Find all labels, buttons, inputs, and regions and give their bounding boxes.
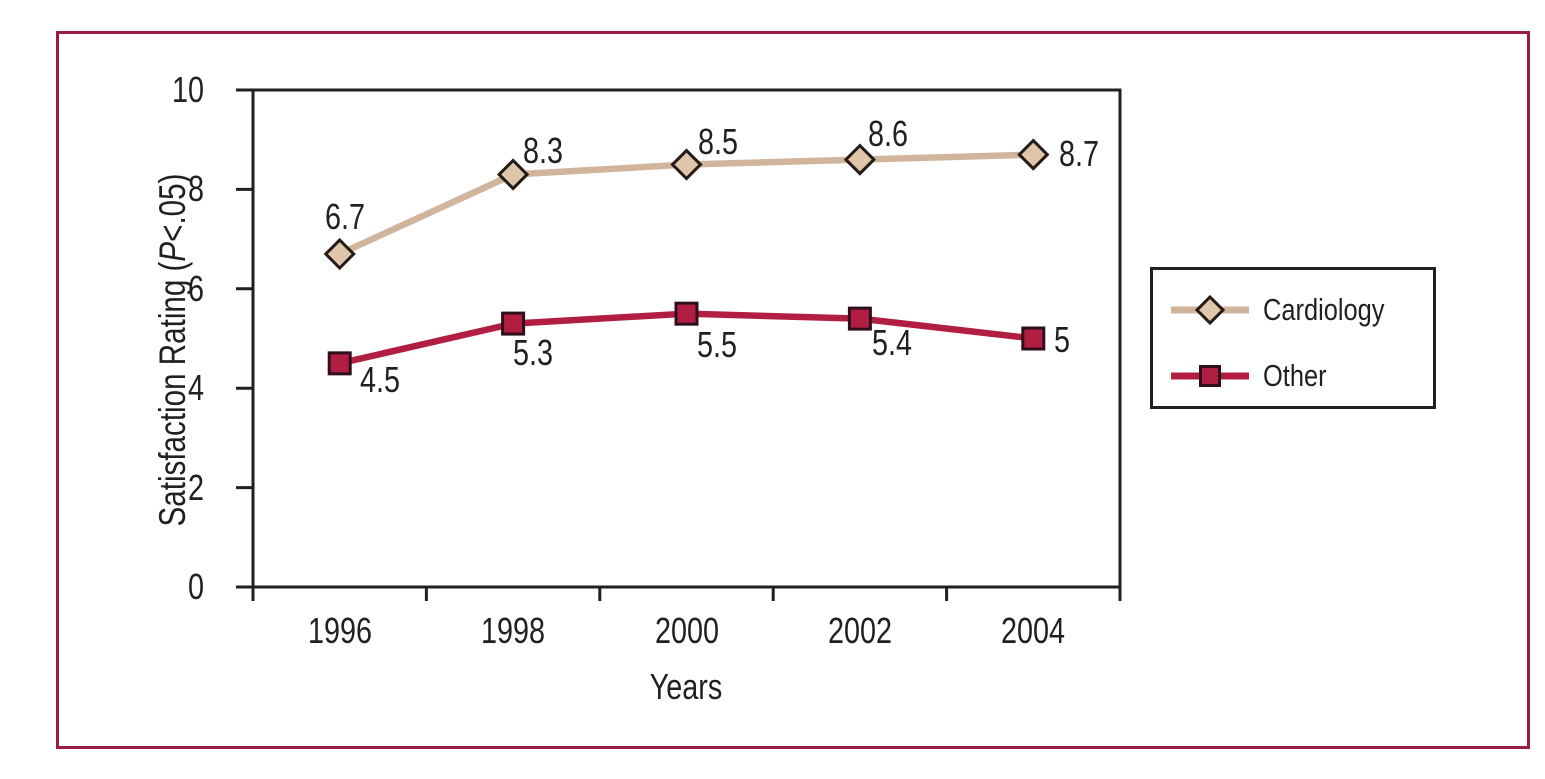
x-tick-label: 1998	[481, 610, 546, 651]
data-point-marker-cardiology	[670, 148, 703, 181]
legend-marker-sample	[1199, 365, 1221, 387]
other-line-marker-icon	[1171, 365, 1249, 387]
y-axis-title-italic-p: P	[152, 241, 193, 262]
legend-label-other: Other	[1263, 358, 1327, 393]
x-tick-label: 2000	[654, 610, 719, 651]
x-tick-label: 2004	[1001, 610, 1066, 651]
data-point-label-cardiology: 6.7	[324, 196, 365, 237]
y-tick-label: 8	[187, 168, 204, 210]
figure-border	[56, 31, 1530, 749]
data-point-label-other: 5	[1054, 318, 1071, 360]
data-point-label-other: 5.3	[513, 331, 554, 373]
legend: Cardiology Other	[1150, 267, 1436, 409]
y-axis-title: Satisfaction Rating (P<.05)	[152, 174, 194, 527]
data-point-label-other: 5.4	[871, 321, 912, 363]
data-point-label-cardiology: 8.3	[523, 130, 564, 172]
cardiology-line-marker-icon	[1171, 294, 1249, 326]
data-point-marker-other	[327, 351, 352, 376]
data-point-label-cardiology: 8.6	[867, 112, 908, 154]
legend-label-cardiology: Cardiology	[1263, 292, 1385, 327]
data-point-marker-cardiology	[323, 237, 356, 271]
data-point-marker-other	[847, 306, 872, 331]
data-point-marker-other	[674, 301, 699, 326]
y-tick-label: 10	[171, 69, 204, 110]
y-axis-title-suffix: <.05)	[152, 173, 193, 242]
data-point-marker-cardiology	[1017, 138, 1050, 171]
data-point-label-other: 4.5	[359, 359, 400, 401]
data-point-marker-other	[1021, 326, 1046, 351]
data-point-marker-other	[501, 311, 526, 336]
y-tick-label: 4	[187, 367, 204, 409]
data-point-label-cardiology: 8.5	[697, 120, 738, 162]
plot-frame	[251, 88, 1122, 589]
y-tick-label: 2	[187, 466, 204, 508]
x-tick-label: 2002	[827, 610, 892, 651]
y-tick-label: 6	[187, 267, 204, 309]
data-point-label-cardiology: 8.7	[1059, 132, 1100, 174]
x-axis-title: Years	[649, 666, 723, 707]
data-point-marker-cardiology	[843, 143, 877, 176]
x-tick-label: 1996	[307, 610, 372, 651]
legend-marker-sample	[1194, 294, 1226, 326]
legend-item-cardiology: Cardiology	[1153, 290, 1433, 330]
legend-item-other: Other	[1153, 356, 1433, 396]
data-point-marker-cardiology	[496, 158, 530, 191]
data-point-label-other: 5.5	[696, 323, 737, 365]
y-tick-label: 0	[187, 566, 204, 607]
y-axis-title-prefix: Satisfaction Rating (	[152, 261, 193, 527]
